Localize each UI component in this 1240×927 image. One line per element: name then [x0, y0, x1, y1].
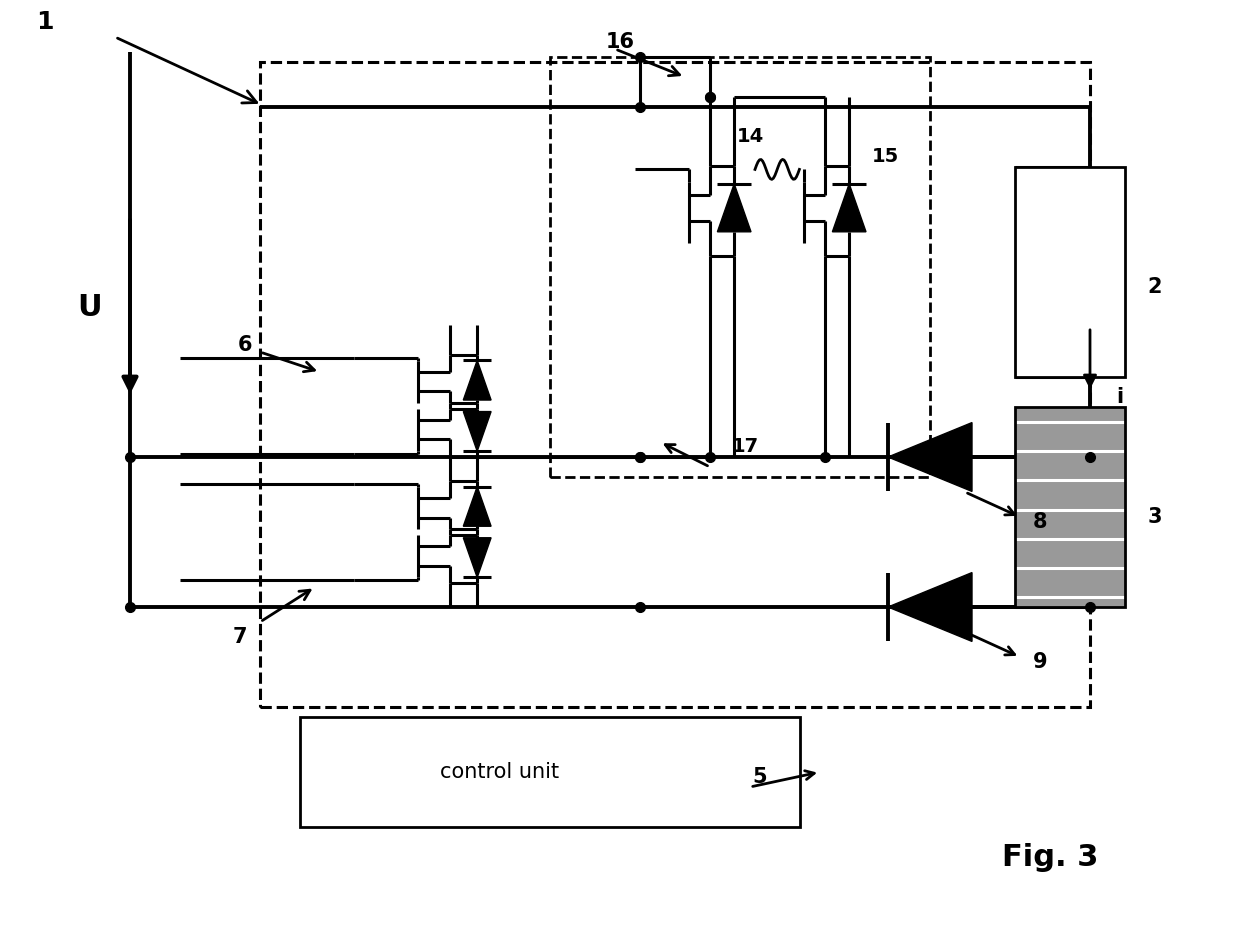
Text: Fig. 3: Fig. 3 [1002, 843, 1099, 871]
Bar [260, 62, 1090, 707]
Polygon shape [888, 423, 972, 491]
Polygon shape [464, 412, 491, 451]
Text: 8: 8 [1033, 512, 1048, 532]
Text: 5: 5 [753, 767, 768, 787]
Bar [1016, 167, 1125, 377]
Bar [300, 717, 800, 827]
Bar [1016, 407, 1125, 607]
Text: 2: 2 [1148, 277, 1162, 297]
Text: 3: 3 [1148, 507, 1162, 527]
Polygon shape [464, 361, 491, 400]
Bar [1016, 407, 1125, 607]
Bar [551, 57, 930, 477]
Text: 7: 7 [233, 627, 247, 647]
Text: 1: 1 [36, 10, 53, 34]
Text: 15: 15 [872, 147, 899, 167]
Text: 14: 14 [737, 128, 764, 146]
Polygon shape [888, 573, 972, 641]
Polygon shape [464, 487, 491, 527]
Text: 6: 6 [238, 335, 252, 355]
Polygon shape [832, 184, 866, 232]
Text: control unit: control unit [440, 762, 559, 782]
Text: i: i [1116, 387, 1123, 407]
Text: 17: 17 [732, 438, 759, 456]
Polygon shape [464, 538, 491, 578]
Text: U: U [78, 293, 103, 322]
Text: 9: 9 [1033, 652, 1048, 672]
Polygon shape [718, 184, 751, 232]
Text: 16: 16 [605, 32, 635, 52]
